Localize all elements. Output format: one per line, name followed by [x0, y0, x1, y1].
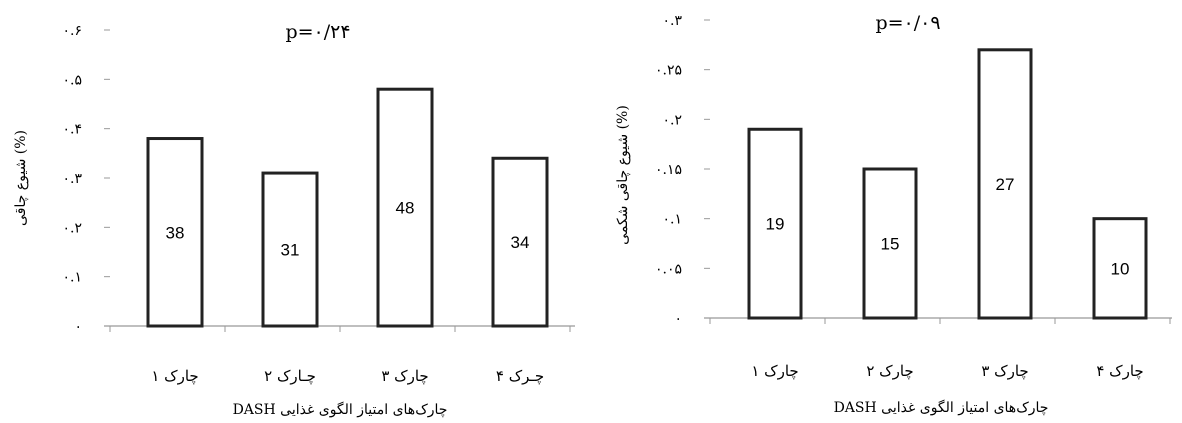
y-tick-label: ۰.۱ [663, 212, 683, 228]
y-tick-label: ۰.۲ [63, 220, 83, 236]
bar-data-label: 15 [881, 235, 900, 254]
bar-data-label: 19 [766, 215, 785, 234]
y-tick-label: ۰.۰۵ [655, 261, 682, 277]
y-tick-label: ۰ [74, 319, 82, 335]
bar [376, 87, 434, 328]
y-tick-label: ۰.۴ [63, 122, 83, 138]
y-tick-label: ۰.۱۵ [655, 162, 682, 178]
bar-data-label: 27 [996, 175, 1015, 194]
x-category-label: چارک ۱ [751, 362, 798, 380]
y-tick-label: ۰.۳ [63, 171, 83, 187]
y-axis-title: (%) شیوع چاقی [13, 130, 29, 226]
bar [1092, 217, 1148, 320]
bar-data-label: 48 [396, 199, 415, 218]
x-category-label: چارک ۱ [151, 367, 198, 385]
y-tick-label: ۰.۱ [63, 270, 83, 286]
bar [146, 137, 204, 328]
y-axis-title: (%) شیوع چاقی شکمی [615, 105, 631, 245]
p-value-annotation: p=۰/۰۹ [875, 12, 940, 34]
bar-data-label: 38 [166, 223, 185, 242]
bar [261, 171, 319, 328]
x-category-label: چارک ۴ [1096, 362, 1143, 380]
x-category-label: چارک ۳ [981, 362, 1028, 380]
bar-data-label: 31 [281, 241, 300, 260]
p-value-annotation: p=۰/۲۴ [285, 21, 350, 43]
y-tick-label: ۰.۲ [663, 112, 683, 128]
bar-data-label: 34 [511, 233, 530, 252]
x-axis-title: چارک‌های امتیاز الگوی غذایی DASH [233, 401, 448, 418]
bar-data-label: 10 [1111, 259, 1130, 278]
y-tick-label: ۰.۶ [63, 23, 83, 39]
y-tick-label: ۰.۳ [663, 13, 683, 29]
x-axis-title: چارک‌های امتیاز الگوی غذایی DASH [834, 399, 1049, 416]
chart-1: ۰ ۰.۱ ۰.۲ ۰.۳ ۰.۴ ۰.۵ ۰.۶ 38 چارک ۱ 31 چـارک ۲ 48 چا… [13, 21, 575, 418]
y-tick-label: ۰ [674, 311, 682, 327]
y-tick-label: ۰.۲۵ [655, 63, 682, 79]
x-category-label: چارک ۳ [381, 367, 428, 385]
x-category-label: چـرک ۴ [496, 367, 544, 385]
bar [977, 48, 1033, 320]
y-tick-label: ۰.۵ [63, 72, 83, 88]
bar [862, 167, 918, 320]
x-category-label: چـارک ۲ [264, 367, 316, 385]
chart-2: ۰ ۰.۰۵ ۰.۱ ۰.۱۵ ۰.۲ ۰.۲۵ ۰.۳ 19 چارک ۱ 15 چارک ۲ 27… [615, 12, 1172, 416]
bar [747, 127, 803, 320]
bar [491, 156, 549, 328]
x-category-label: چارک ۲ [866, 362, 913, 380]
